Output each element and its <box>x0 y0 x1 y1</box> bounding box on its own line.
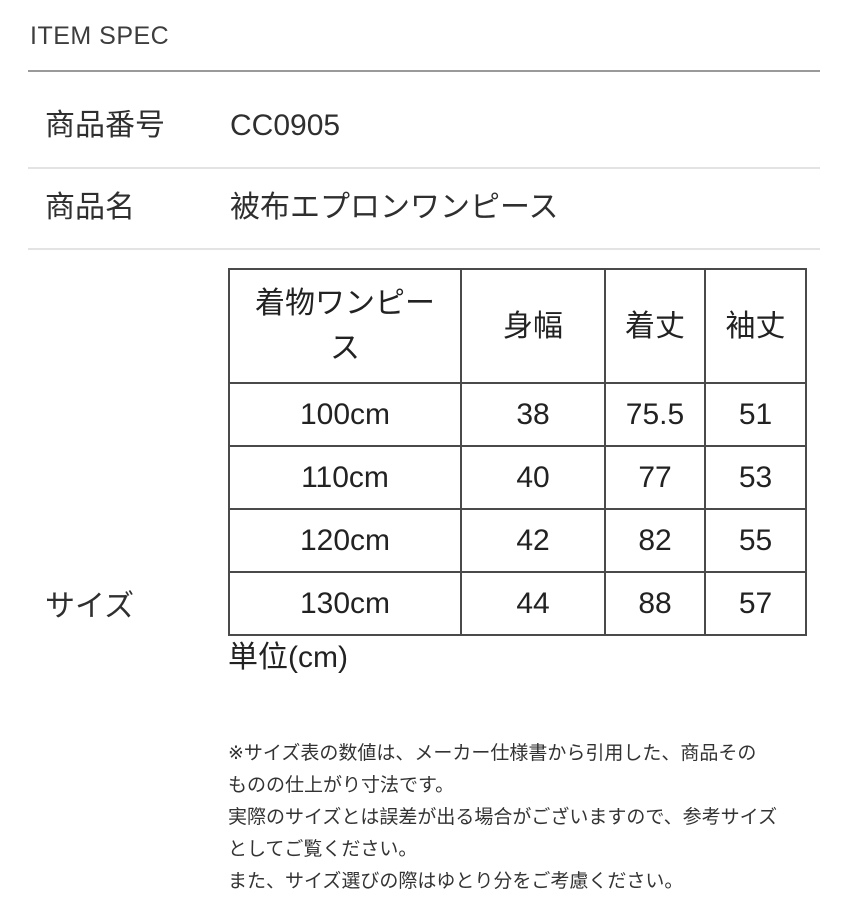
cell-body-width: 40 <box>460 445 606 510</box>
column-header-body-width: 身幅 <box>460 268 606 384</box>
column-header-length: 着丈 <box>604 268 706 384</box>
cell-sleeve: 57 <box>704 571 807 636</box>
section-title: ITEM SPEC <box>30 22 170 50</box>
cell-length: 82 <box>604 508 706 573</box>
cell-sleeve: 53 <box>704 445 807 510</box>
cell-size: 120cm <box>228 508 462 573</box>
column-header-garment: 着物ワンピース <box>228 268 462 384</box>
product-number-label: 商品番号 <box>45 109 165 142</box>
table-row: 100cm 38 75.5 51 <box>228 382 807 447</box>
cell-length: 75.5 <box>604 382 706 447</box>
cell-body-width: 44 <box>460 571 606 636</box>
note-line: 実際のサイズとは誤差が出る場合がございますので、参考サイズ <box>228 807 778 828</box>
cell-length: 88 <box>604 571 706 636</box>
cell-body-width: 42 <box>460 508 606 573</box>
size-table-header-row: 着物ワンピース 身幅 着丈 袖丈 <box>228 268 807 384</box>
cell-size: 130cm <box>228 571 462 636</box>
divider <box>28 70 820 72</box>
cell-sleeve: 51 <box>704 382 807 447</box>
cell-length: 77 <box>604 445 706 510</box>
cell-body-width: 38 <box>460 382 606 447</box>
cell-size: 110cm <box>228 445 462 510</box>
product-number-value: CC0905 <box>230 109 341 142</box>
cell-size: 100cm <box>228 382 462 447</box>
divider <box>28 167 820 169</box>
product-name-value: 被布エプロンワンピース <box>230 191 559 224</box>
size-label: サイズ <box>45 590 135 623</box>
table-row: 110cm 40 77 53 <box>228 445 807 510</box>
note-line: としてご覧ください。 <box>228 839 418 860</box>
unit-note: 単位(cm) <box>228 641 348 674</box>
product-name-label: 商品名 <box>45 191 135 224</box>
note-line: ※サイズ表の数値は、メーカー仕様書から引用した、商品その <box>228 743 757 764</box>
cell-sleeve: 55 <box>704 508 807 573</box>
table-row: 130cm 44 88 57 <box>228 571 807 636</box>
table-row: 120cm 42 82 55 <box>228 508 807 573</box>
size-notes: ※サイズ表の数値は、メーカー仕様書から引用した、商品その ものの仕上がり寸法です… <box>228 738 838 898</box>
note-line: ものの仕上がり寸法です。 <box>228 775 455 796</box>
divider <box>28 248 820 250</box>
column-header-sleeve: 袖丈 <box>704 268 807 384</box>
size-table: 着物ワンピース 身幅 着丈 袖丈 100cm 38 75.5 51 110cm … <box>228 268 807 636</box>
column-header-garment-label: 着物ワンピース <box>255 287 435 365</box>
note-line: また、サイズ選びの際はゆとり分をご考慮ください。 <box>228 871 684 892</box>
